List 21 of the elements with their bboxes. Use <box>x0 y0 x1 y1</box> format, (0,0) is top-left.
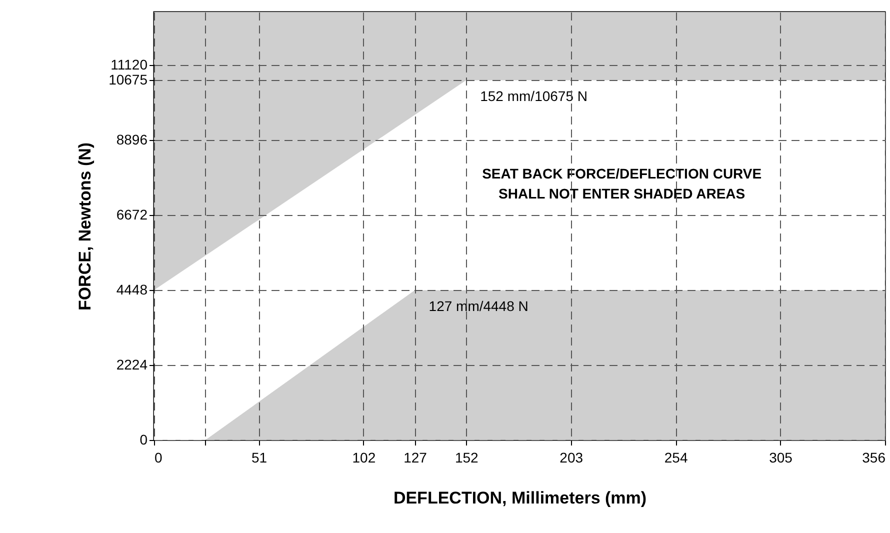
x-tick-label: 152 <box>454 450 479 466</box>
y-tick-label: 10675 <box>108 72 148 88</box>
x-tick-label: 51 <box>251 450 268 466</box>
y-tick-label: 11120 <box>110 56 148 73</box>
x-tick-label: 305 <box>769 450 793 466</box>
y-tick-label: 0 <box>140 432 148 448</box>
y-tick-label: 4448 <box>116 282 148 298</box>
y-tick-label: 2224 <box>116 356 148 373</box>
x-tick-label: 127 <box>404 450 428 466</box>
x-tick-label: 203 <box>560 450 584 466</box>
annotation: SEAT BACK FORCE/DEFLECTION CURVE SHALL NOT ENTER SHADED AREAS <box>482 166 762 202</box>
y-tick-label: 6672 <box>116 206 148 223</box>
x-tick-label: 0 <box>154 450 162 466</box>
annotation: 127 mm/4448 N <box>428 298 528 314</box>
x-tick-label: 102 <box>352 450 376 466</box>
y-tick-label: 8896 <box>116 132 148 148</box>
x-tick-label: 356 <box>862 450 886 466</box>
x-tick-label: 254 <box>664 450 688 466</box>
annotation: 152 mm/10675 N <box>480 88 588 104</box>
x-axis-title: DEFLECTION, Millimeters (mm) <box>393 488 647 508</box>
y-axis-title: FORCE, Newtons (N) <box>76 142 95 311</box>
